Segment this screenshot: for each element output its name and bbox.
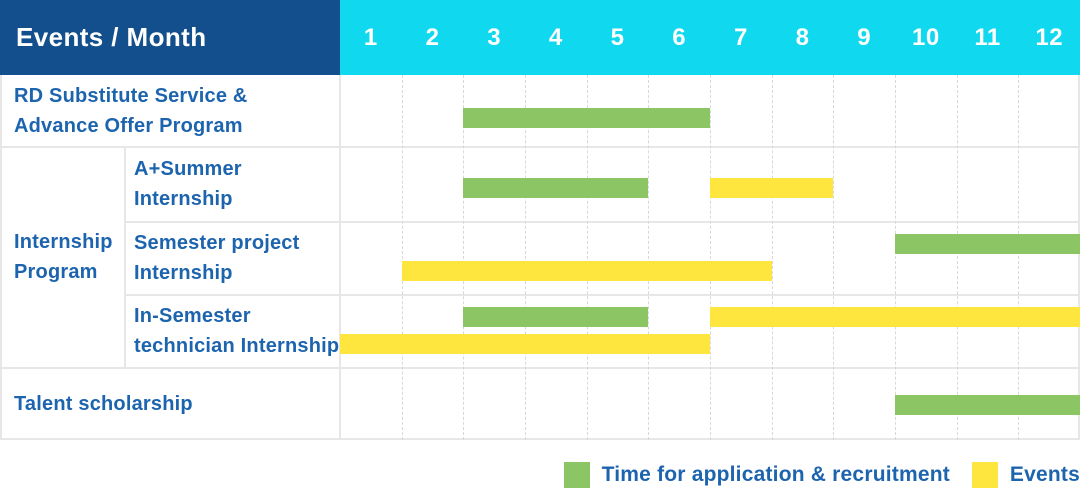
row-separator xyxy=(0,367,1080,369)
month-gridline xyxy=(648,75,650,440)
month-header-cell-12: 12 xyxy=(1035,23,1064,51)
month-gridline xyxy=(710,75,711,440)
application-bar xyxy=(463,108,710,128)
table-right-border xyxy=(1078,75,1080,440)
month-gridline xyxy=(401,75,403,440)
month-gridline xyxy=(895,75,896,440)
row-label-line: Talent scholarship xyxy=(14,392,193,415)
group-label-line: Internship xyxy=(14,230,113,253)
group-label-line: Program xyxy=(14,260,98,283)
month-gridline xyxy=(525,75,526,440)
row-label-line: Advance Offer Program xyxy=(14,114,243,137)
events-bar xyxy=(710,178,834,198)
legend-label: Events xyxy=(1009,463,1080,486)
month-header-cell-5: 5 xyxy=(610,23,625,51)
month-gridline xyxy=(833,75,835,440)
month-header-cell-6: 6 xyxy=(672,23,687,51)
month-header-row: 1 2 3 4 5 6 7 8 9 10 11 12 xyxy=(340,0,1080,75)
events-bar xyxy=(401,261,772,281)
events-legend-swatch xyxy=(971,462,998,488)
table-left-border xyxy=(0,75,2,440)
legend-label: Time for application & recruitment xyxy=(601,463,950,486)
application-bar xyxy=(463,178,649,198)
month-gridline xyxy=(956,75,958,440)
group-label-internship-program: Internship Program xyxy=(0,146,124,367)
row-label-cell: Talent scholarship xyxy=(0,367,340,440)
row-label-line: Internship xyxy=(134,261,233,284)
group-sublabel-separator xyxy=(124,146,126,367)
row-label-cell: A+Summer Internship xyxy=(124,146,340,221)
row-label-line: Internship xyxy=(134,187,233,210)
month-header-cell-7: 7 xyxy=(733,23,748,51)
events-bar xyxy=(340,334,710,354)
row-separator xyxy=(124,221,1080,223)
row-separator xyxy=(124,294,1080,296)
table-bottom-border xyxy=(0,438,1080,440)
application-legend-swatch xyxy=(563,462,590,488)
label-grid-separator xyxy=(339,75,341,440)
row-separator xyxy=(0,146,1080,148)
month-gridline xyxy=(586,75,588,440)
row-label-line: RD Substitute Service & xyxy=(14,84,248,107)
month-header-cell-2: 2 xyxy=(425,23,440,51)
month-gridline xyxy=(463,75,465,440)
application-bar xyxy=(895,234,1080,254)
month-header-cell-1: 1 xyxy=(363,23,378,51)
month-header-cell-3: 3 xyxy=(487,23,502,51)
row-label-line: A+Summer xyxy=(134,157,242,180)
row-label-line: technician Internship xyxy=(134,334,340,357)
month-gridline xyxy=(1018,75,1020,440)
month-header-cell-4: 4 xyxy=(548,23,563,51)
legend-item-yellow: Events xyxy=(971,462,1080,488)
application-bar xyxy=(895,395,1080,415)
legend: Time for application & recruitment Events xyxy=(0,460,1080,490)
events-bar xyxy=(710,307,1080,327)
month-header-cell-10: 10 xyxy=(912,23,940,51)
row-label-line: In-Semester xyxy=(134,304,251,327)
month-header-cell-8: 8 xyxy=(795,23,810,51)
events-month-label: Events / Month xyxy=(16,22,207,52)
events-month-header-cell: Events / Month xyxy=(0,0,340,75)
row-label-cell: Semester project Internship xyxy=(124,221,340,294)
month-header-cell-11: 11 xyxy=(974,23,1001,51)
month-header-cell-9: 9 xyxy=(857,23,872,51)
legend-item-green: Time for application & recruitment xyxy=(563,462,950,488)
month-gridline xyxy=(771,75,773,440)
row-label-line: Semester project xyxy=(134,231,300,254)
row-label-cell: In-Semester technician Internship xyxy=(124,294,340,367)
row-label-cell: RD Substitute Service & Advance Offer Pro… xyxy=(0,75,340,146)
application-bar xyxy=(463,307,649,327)
